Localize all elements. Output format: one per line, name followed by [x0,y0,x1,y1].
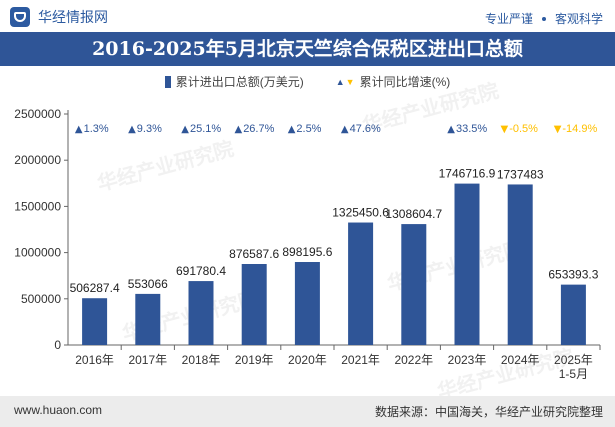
bar [241,264,267,345]
bar [401,224,427,345]
x-tick-label: 2017年 [128,353,167,367]
slogan-left: 专业严谨 [484,12,533,26]
bar [348,222,374,345]
growth-up-triangle-icon: ▲ [181,124,189,135]
growth-up-triangle-icon: ▲ [75,124,83,135]
footer: www.huaon.com 数据来源：中国海关，华经产业研究院整理 [0,396,615,427]
growth-down-triangle-icon: ▼ [554,124,562,135]
bar-value-label: 1737483 [497,167,544,181]
growth-label: -14.9% [562,123,597,135]
growth-up-triangle-icon: ▲ [234,124,242,135]
x-tick-label: 2020年 [288,353,327,367]
x-tick-label: 2024年 [501,353,540,367]
growth-label: 33.5% [456,123,487,135]
bar-value-label: 653393.3 [548,268,598,282]
data-source: 数据来源：中国海关，华经产业研究院整理 [374,405,603,419]
x-tick-label: 2021年 [341,353,380,367]
growth-label: 47.6% [350,123,381,135]
growth-label: -0.5% [509,123,538,135]
y-tick-label: 0 [54,338,61,352]
brand-name: 华经情报网 [38,9,108,25]
bar-value-label: 898195.6 [282,245,332,259]
y-tick-label: 2000000 [14,153,61,167]
slogan-right: 客观科学 [554,12,603,26]
bar [188,281,214,345]
website-link[interactable]: www.huaon.com [14,403,103,417]
bar-value-label: 691780.4 [176,264,226,278]
title-bar: 2016-2025年5月北京天竺综合保税区进出口总额 [0,32,615,66]
bar [82,298,108,345]
bar [507,184,533,345]
growth-down-triangle-icon: ▼ [500,124,508,135]
growth-up-triangle-icon: ▲ [128,124,136,135]
x-tick-label: 2022年 [394,353,433,367]
growth-up-triangle-icon: ▲ [447,124,455,135]
legend-up-triangle-icon: ▲ [335,76,345,87]
bar-value-label: 1746716.9 [439,167,496,181]
y-tick-label: 500000 [21,292,61,306]
x-tick-label: 2025年 [554,353,593,367]
x-tick-label: 2016年 [75,353,114,367]
bar-value-label: 1325450.6 [332,206,389,220]
bar-chart: 0 500000 1000000 1500000 2000000 2500000 50628… [14,107,601,381]
legend-bar-label: 累计进出口总额(万美元) [175,75,304,89]
x-tick-label: 2019年 [235,353,274,367]
growth-up-triangle-icon: ▲ [341,124,349,135]
growth-label: 1.3% [84,123,109,135]
growth-up-triangle-icon: ▲ [288,124,296,135]
legend-item-bars: 累计进出口总额(万美元) [164,73,304,90]
bar [454,183,480,345]
x-tick-label: 1-5月 [559,367,588,381]
y-tick-label: 1500000 [14,199,61,213]
bullet-dot-icon [541,16,546,21]
legend-item-growth: ▲ ▼ 累计同比增速(%) [336,73,451,90]
growth-label: 9.3% [137,123,162,135]
chart-legend: 累计进出口总额(万美元) ▲ ▼ 累计同比增速(%) [0,73,615,90]
x-tick-label: 2023年 [448,353,487,367]
bar-value-label: 553066 [128,277,168,291]
bar [294,262,320,345]
y-tick-label: 1000000 [14,246,61,260]
brand[interactable]: 华经情报网 [10,7,108,27]
top-bar: 华经情报网 专业严谨 客观科学 [0,0,615,32]
legend-bar-swatch [164,75,171,88]
x-tick-label: 2018年 [182,353,221,367]
growth-label: 2.5% [296,123,321,135]
bar-value-label: 506287.4 [70,281,120,295]
bar-value-label: 876587.6 [229,247,279,261]
bar [135,293,161,345]
growth-label: 26.7% [243,123,274,135]
legend-down-triangle-icon: ▼ [345,76,355,87]
slogan: 专业严谨 客观科学 [485,10,603,27]
bar-value-label: 1308604.7 [385,207,442,221]
chart-title: 2016-2025年5月北京天竺综合保税区进出口总额 [92,38,523,60]
brand-logo-icon [10,7,30,27]
y-tick-label: 2500000 [14,107,61,121]
growth-label: 25.1% [190,123,221,135]
legend-growth-label: 累计同比增速(%) [359,75,451,89]
bar [560,284,586,345]
